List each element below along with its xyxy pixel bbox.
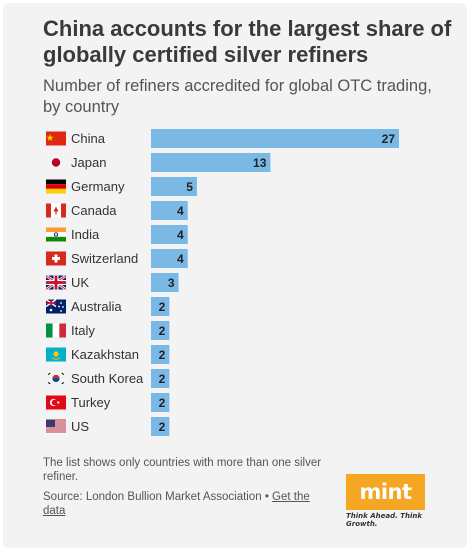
source-line: Source: London Bullion Market Associatio… bbox=[43, 490, 333, 518]
mint-logo: mint bbox=[346, 474, 425, 510]
bar-canada bbox=[151, 201, 188, 220]
category-label-australia: Australia bbox=[71, 299, 122, 314]
value-label-south-korea: 2 bbox=[159, 372, 166, 386]
flag-china-icon bbox=[46, 131, 66, 146]
flag-uk-icon bbox=[45, 274, 67, 291]
source-text: Source: London Bullion Market Associatio… bbox=[43, 491, 273, 503]
category-label-italy: Italy bbox=[71, 323, 95, 338]
chart-card bbox=[3, 3, 467, 548]
category-label-switzerland: Switzerland bbox=[71, 251, 138, 266]
flag-australia-icon bbox=[45, 298, 66, 314]
flag-turkey-icon bbox=[46, 395, 66, 410]
value-label-germany: 5 bbox=[186, 180, 193, 194]
value-label-canada: 4 bbox=[177, 204, 184, 218]
value-label-uk: 3 bbox=[168, 276, 175, 290]
category-label-canada: Canada bbox=[71, 203, 117, 218]
flag-india-icon bbox=[46, 227, 66, 242]
bar-switzerland bbox=[151, 249, 188, 268]
get-the-data-link[interactable]: Get the data bbox=[43, 491, 310, 517]
chart-subtitle: Number of refiners accredited for global… bbox=[43, 77, 432, 116]
category-label-south-korea: South Korea bbox=[71, 371, 144, 386]
flag-japan-icon bbox=[46, 155, 66, 170]
bar-japan bbox=[151, 153, 271, 172]
flag-kazakhstan-icon bbox=[46, 347, 66, 362]
category-label-germany: Germany bbox=[71, 179, 125, 194]
bar-kazakhstan bbox=[151, 345, 170, 364]
bar-us bbox=[151, 417, 170, 436]
value-label-kazakhstan: 2 bbox=[159, 348, 166, 362]
bar-china bbox=[151, 129, 399, 148]
bar-australia bbox=[151, 297, 170, 316]
value-label-australia: 2 bbox=[159, 300, 166, 314]
value-label-turkey: 2 bbox=[159, 396, 166, 410]
flag-us-icon bbox=[46, 419, 66, 434]
value-label-india: 4 bbox=[177, 228, 184, 242]
category-label-kazakhstan: Kazakhstan bbox=[71, 347, 139, 362]
value-label-china: 27 bbox=[382, 132, 396, 146]
category-label-uk: UK bbox=[71, 275, 89, 290]
brand-tagline: Think Ahead. Think Growth. bbox=[346, 512, 423, 528]
value-label-us: 2 bbox=[159, 420, 166, 434]
bar-italy bbox=[151, 321, 170, 340]
value-label-switzerland: 4 bbox=[177, 252, 184, 266]
flag-south-korea-icon bbox=[46, 371, 66, 386]
logo-text: mint bbox=[359, 480, 412, 504]
bar-germany bbox=[151, 177, 197, 196]
footnote: The list shows only countries with more … bbox=[43, 457, 322, 483]
flag-switzerland-icon bbox=[46, 251, 66, 266]
bar-south-korea bbox=[151, 369, 170, 388]
category-label-turkey: Turkey bbox=[71, 395, 111, 410]
flag-canada-icon bbox=[46, 203, 66, 218]
value-label-japan: 13 bbox=[253, 156, 267, 170]
category-label-china: China bbox=[71, 131, 106, 146]
flag-germany-icon bbox=[46, 179, 66, 194]
bar-uk bbox=[151, 273, 179, 292]
category-label-us: US bbox=[71, 419, 89, 434]
chart-title: China accounts for the largest share of … bbox=[43, 16, 452, 67]
category-label-japan: Japan bbox=[71, 155, 106, 170]
bar-turkey bbox=[151, 393, 170, 412]
bar-india bbox=[151, 225, 188, 244]
value-label-italy: 2 bbox=[159, 324, 166, 338]
flag-italy-icon bbox=[46, 323, 66, 338]
category-label-india: India bbox=[71, 227, 100, 242]
